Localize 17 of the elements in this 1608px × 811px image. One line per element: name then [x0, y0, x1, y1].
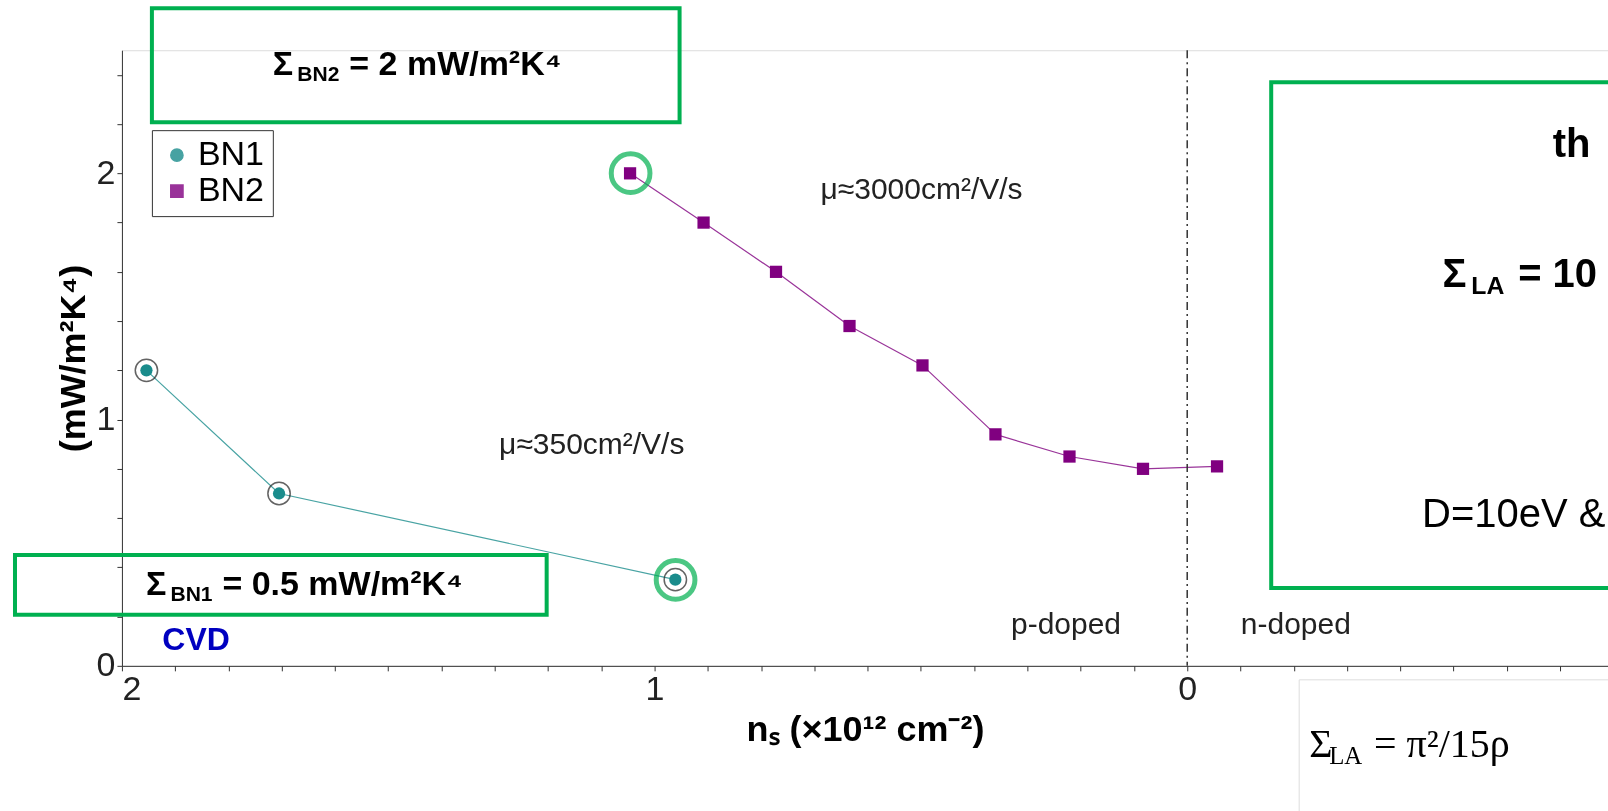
- x-tick-label: 1: [645, 669, 665, 708]
- x-tick-label: 0: [1178, 669, 1198, 708]
- legend-label: BN1: [197, 134, 264, 173]
- legend-label: BN2: [197, 170, 264, 209]
- annotation: p-doped: [1010, 606, 1121, 640]
- annotation: μ≈3000cm²/V/s: [820, 172, 1023, 206]
- annotation: D=10eV &: [1422, 490, 1606, 535]
- y-tick-label: 2: [96, 152, 116, 191]
- y-tick-label: 0: [96, 645, 116, 684]
- annotation: μ≈350cm²/V/s: [499, 426, 685, 460]
- y-tick-label: 1: [96, 399, 116, 438]
- annotation: CVD: [162, 620, 230, 657]
- y-axis-title: (mW/m²K⁴): [51, 264, 93, 453]
- x-axis-title: nₛ (×10¹² cm⁻²): [746, 708, 985, 750]
- x-tick-label: 2: [122, 669, 142, 708]
- annotation: th: [1552, 121, 1591, 166]
- annotation: n-doped: [1240, 606, 1351, 640]
